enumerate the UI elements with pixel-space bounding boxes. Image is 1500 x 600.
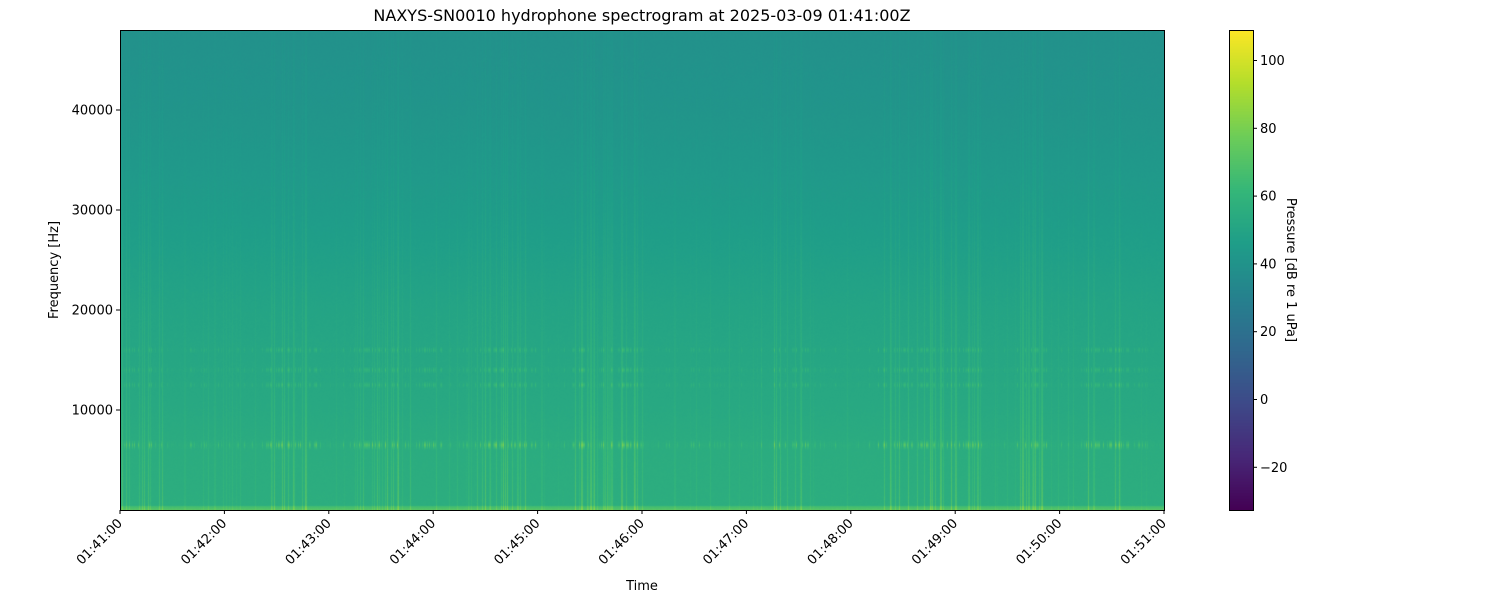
colorbar-tick-label: 100 xyxy=(1260,54,1285,69)
x-tick-label: 01:49:00 xyxy=(909,516,961,568)
colorbar-tick-label: −20 xyxy=(1260,461,1287,476)
x-tick-label: 01:45:00 xyxy=(492,516,544,568)
y-tick-label: 20000 xyxy=(72,304,113,319)
x-tick-label: 01:51:00 xyxy=(1118,516,1170,568)
colorbar-tick-label: 0 xyxy=(1260,393,1268,408)
colorbar-tick-label: 20 xyxy=(1260,325,1277,340)
x-tick-label: 01:43:00 xyxy=(283,516,335,568)
colorbar xyxy=(1229,30,1253,510)
x-axis-label: Time xyxy=(625,579,658,594)
colorbar-tick-label: 60 xyxy=(1260,190,1277,205)
colorbar-tick-label: 40 xyxy=(1260,257,1277,272)
chart-title: NAXYS-SN0010 hydrophone spectrogram at 2… xyxy=(373,6,910,25)
spectrogram-image xyxy=(120,30,1164,510)
y-axis-label: Frequency [Hz] xyxy=(47,221,62,319)
x-tick-label: 01:41:00 xyxy=(74,516,126,568)
x-tick-label: 01:42:00 xyxy=(178,516,230,568)
y-tick-label: 10000 xyxy=(72,404,113,419)
x-tick-label: 01:47:00 xyxy=(700,516,752,568)
x-tick-label: 01:48:00 xyxy=(805,516,857,568)
colorbar-label: Pressure [dB re 1 uPa] xyxy=(1283,198,1298,342)
colorbar-frame xyxy=(1229,30,1254,511)
x-tick-label: 01:46:00 xyxy=(596,516,648,568)
y-tick-label: 40000 xyxy=(72,104,113,119)
plot-frame xyxy=(120,30,1165,511)
y-tick-label: 30000 xyxy=(72,204,113,219)
x-tick-label: 01:50:00 xyxy=(1014,516,1066,568)
x-tick-label: 01:44:00 xyxy=(387,516,439,568)
colorbar-tick-label: 80 xyxy=(1260,122,1277,137)
